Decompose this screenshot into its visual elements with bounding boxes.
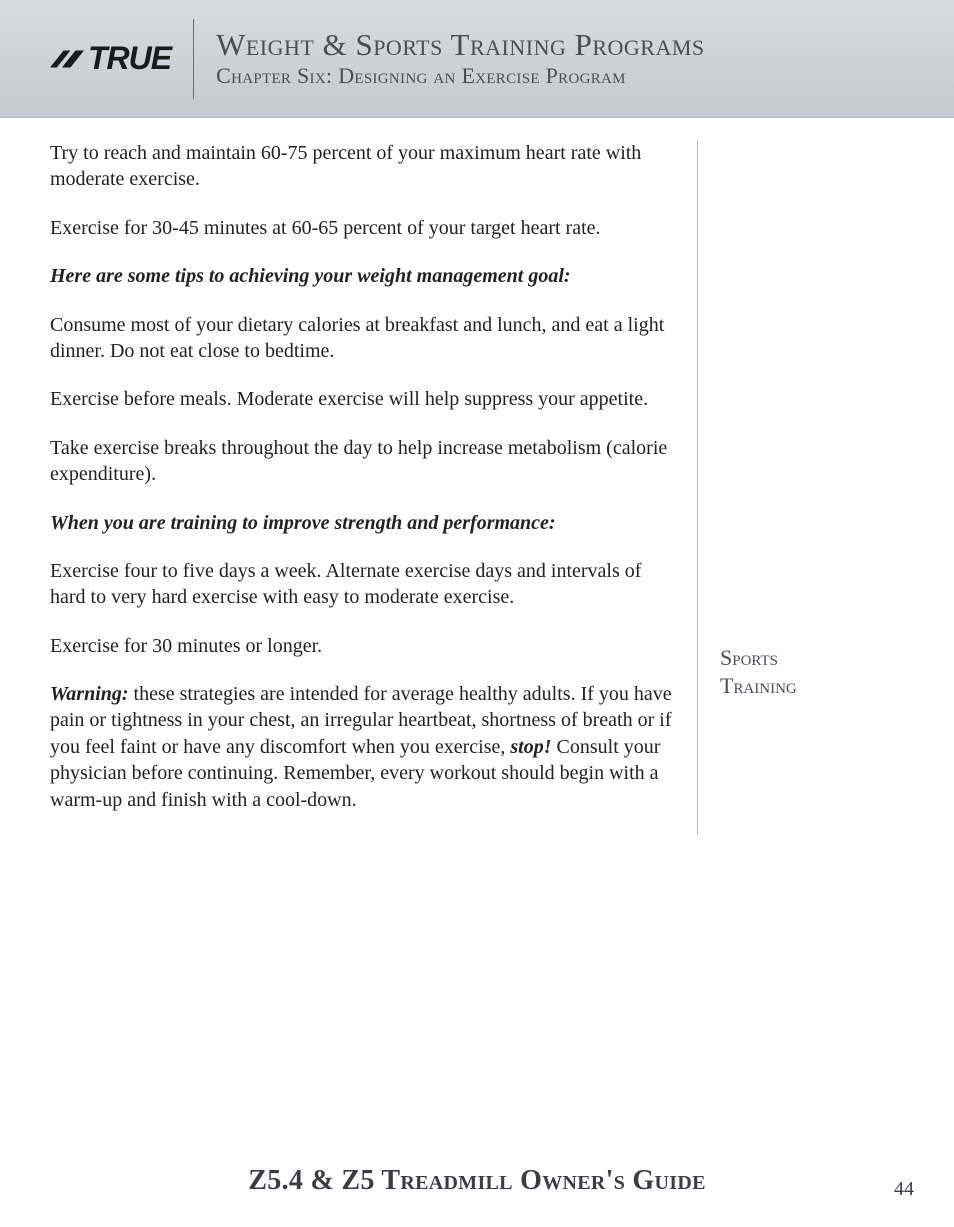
header-sub-title: Chapter Six: Designing an Exercise Progr…	[216, 63, 705, 89]
sidebar-heading-line1: Sports	[720, 644, 898, 672]
warning-label: Warning:	[50, 683, 129, 705]
main-column: Try to reach and maintain 60-75 percent …	[50, 140, 698, 835]
page-number: 44	[894, 1178, 914, 1201]
logo-text: TRUE	[88, 40, 171, 77]
paragraph: Exercise for 30-45 minutes at 60-65 perc…	[50, 215, 677, 241]
sidebar-heading-line2: Training	[720, 672, 898, 700]
subheading: Here are some tips to achieving your wei…	[50, 263, 677, 289]
paragraph: Exercise for 30 minutes or longer.	[50, 633, 677, 659]
header-titles: Weight & Sports Training Programs Chapte…	[216, 28, 705, 88]
warning-paragraph: Warning: these strategies are intended f…	[50, 681, 677, 813]
content-area: Try to reach and maintain 60-75 percent …	[0, 118, 954, 835]
paragraph: Consume most of your dietary calories at…	[50, 312, 677, 365]
paragraph: Take exercise breaks throughout the day …	[50, 435, 677, 488]
subheading: When you are training to improve strengt…	[50, 510, 677, 536]
paragraph: Exercise four to five days a week. Alter…	[50, 558, 677, 611]
sidebar-column: Sports Training	[698, 140, 898, 835]
header-bar: TRUE Weight & Sports Training Programs C…	[0, 0, 954, 118]
footer-title: Z5.4 & Z5 Treadmill Owner's Guide	[0, 1165, 954, 1197]
logo: TRUE	[50, 40, 171, 77]
stop-label: stop!	[510, 736, 551, 758]
paragraph: Exercise before meals. Moderate exercise…	[50, 386, 677, 412]
logo-mark-icon	[50, 47, 84, 71]
header-divider	[193, 19, 194, 99]
header-main-title: Weight & Sports Training Programs	[216, 28, 705, 62]
paragraph: Try to reach and maintain 60-75 percent …	[50, 140, 677, 193]
